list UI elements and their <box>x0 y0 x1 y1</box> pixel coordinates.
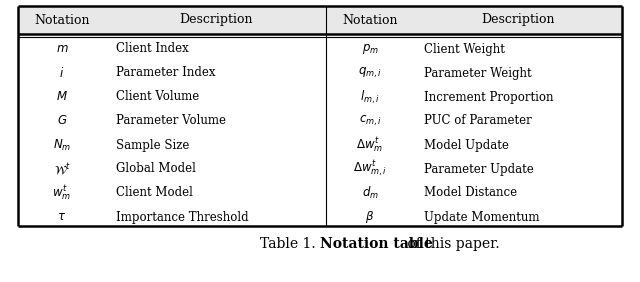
Text: Importance Threshold: Importance Threshold <box>116 210 248 224</box>
Text: $c_{m,i}$: $c_{m,i}$ <box>358 114 381 128</box>
Text: $\Delta w_{m,i}^t$: $\Delta w_{m,i}^t$ <box>353 159 387 179</box>
Text: $d_m$: $d_m$ <box>362 185 378 201</box>
Text: $w_m^t$: $w_m^t$ <box>52 184 72 202</box>
Text: Global Model: Global Model <box>116 162 196 175</box>
Text: Client Volume: Client Volume <box>116 91 199 103</box>
Text: Parameter Index: Parameter Index <box>116 67 216 80</box>
Text: $i$: $i$ <box>60 66 65 80</box>
Text: Table 1.: Table 1. <box>260 237 320 251</box>
Text: Description: Description <box>179 14 253 27</box>
Text: $q_{m,i}$: $q_{m,i}$ <box>358 66 382 80</box>
Text: Client Weight: Client Weight <box>424 43 505 56</box>
Text: $\beta$: $\beta$ <box>365 209 374 225</box>
Text: $l_{m,i}$: $l_{m,i}$ <box>360 88 380 106</box>
Text: of this paper.: of this paper. <box>403 237 500 251</box>
Text: Update Momentum: Update Momentum <box>424 210 540 224</box>
Text: Client Index: Client Index <box>116 43 189 56</box>
Text: Description: Description <box>481 14 555 27</box>
Text: $p_m$: $p_m$ <box>362 42 378 56</box>
Text: $G$: $G$ <box>57 114 67 127</box>
Text: PUC of Parameter: PUC of Parameter <box>424 114 532 127</box>
Text: $\tau$: $\tau$ <box>58 210 67 224</box>
Text: Increment Proportion: Increment Proportion <box>424 91 554 103</box>
Bar <box>18 6 622 34</box>
Text: Model Update: Model Update <box>424 138 509 151</box>
Text: Notation table: Notation table <box>320 237 433 251</box>
Text: $\Delta w_m^t$: $\Delta w_m^t$ <box>356 135 383 155</box>
Text: Notation: Notation <box>342 14 397 27</box>
Text: Model Distance: Model Distance <box>424 186 517 199</box>
Text: Sample Size: Sample Size <box>116 138 189 151</box>
Text: Parameter Weight: Parameter Weight <box>424 67 532 80</box>
Text: $m$: $m$ <box>56 43 68 56</box>
Text: Parameter Update: Parameter Update <box>424 162 534 175</box>
Text: Client Model: Client Model <box>116 186 193 199</box>
Text: Notation: Notation <box>35 14 90 27</box>
Text: Parameter Volume: Parameter Volume <box>116 114 226 127</box>
Text: $\mathcal{W}^t$: $\mathcal{W}^t$ <box>54 161 70 177</box>
Text: $M$: $M$ <box>56 91 68 103</box>
Text: $N_m$: $N_m$ <box>53 137 71 153</box>
